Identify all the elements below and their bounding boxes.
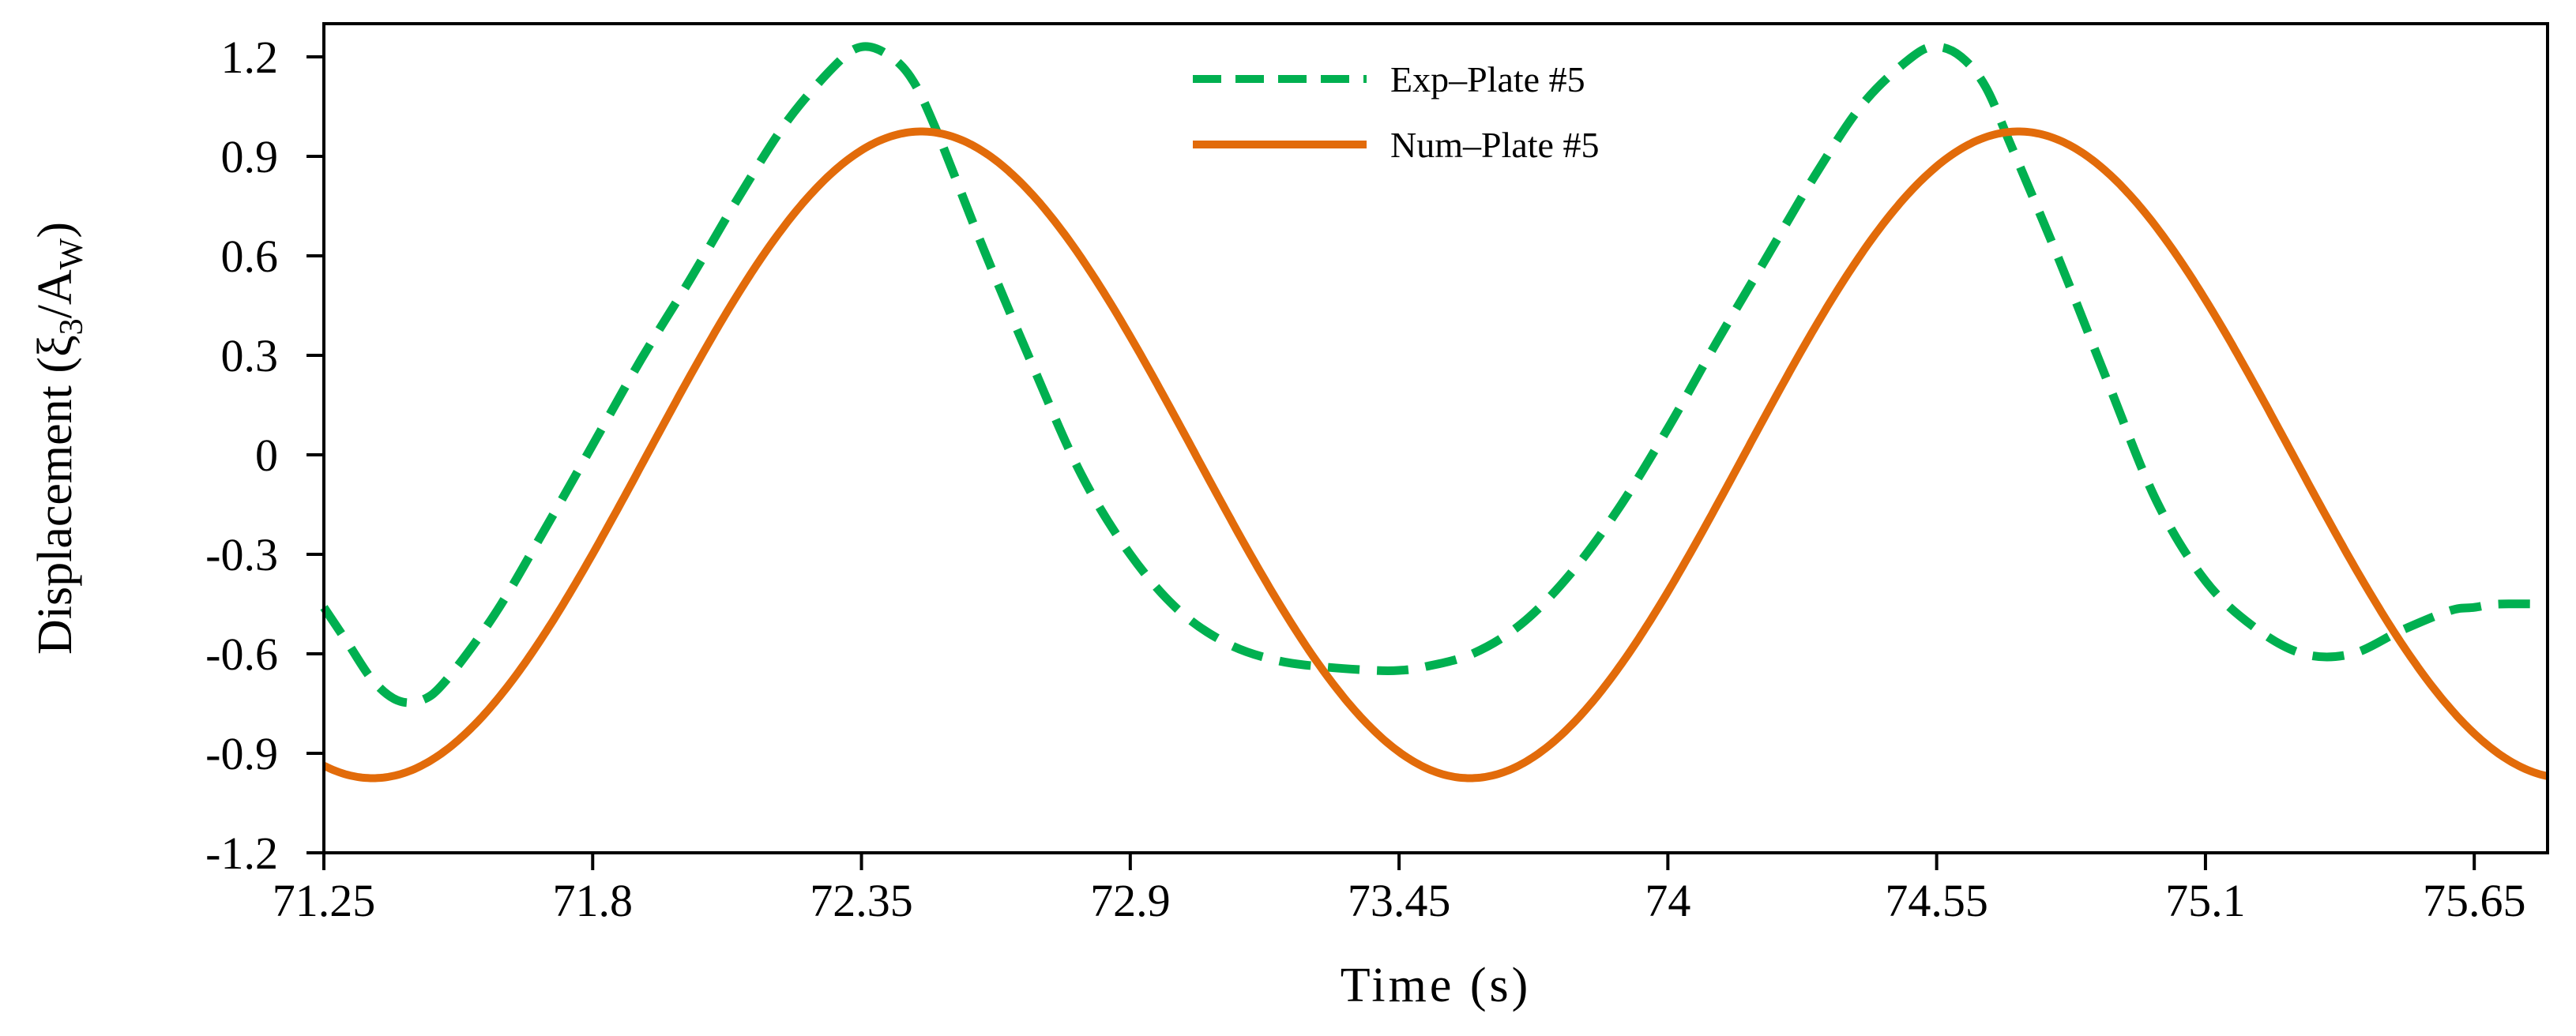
x-tick-label: 73.45 xyxy=(1348,875,1451,926)
legend-label-num: Num–Plate #5 xyxy=(1390,125,1599,165)
x-axis-title: Time (s) xyxy=(1341,959,1532,1012)
x-tick-label: 71.8 xyxy=(553,875,634,926)
y-tick-label: -0.3 xyxy=(205,529,278,580)
y-tick-label: -1.2 xyxy=(205,828,278,879)
x-tick-label: 75.65 xyxy=(2423,875,2526,926)
y-tick-label: 0.3 xyxy=(221,330,279,381)
ticks-layer: 1.2 0.9 0.6 0.3 0 -0.3 -0.6 -0.9 -1.271.25 71.8 72… xyxy=(205,32,2525,926)
y-axis-title: Displacement (ξ3/AW) xyxy=(28,222,90,655)
x-tick-label: 74.55 xyxy=(1885,875,1988,926)
y-tick-label: 0.6 xyxy=(221,231,279,282)
series-layer xyxy=(320,42,2548,783)
x-tick-label: 71.25 xyxy=(273,875,376,926)
x-tick-label: 75.1 xyxy=(2165,875,2246,926)
x-tick-label: 74 xyxy=(1645,875,1690,926)
y-tick-label: 1.2 xyxy=(221,32,279,83)
x-tick-label: 72.9 xyxy=(1090,875,1171,926)
legend: Exp–Plate #5 Num–Plate #5 xyxy=(1193,59,1599,165)
series-line-num xyxy=(322,127,2548,783)
y-tick-label: 0 xyxy=(255,430,278,481)
plot-frame xyxy=(322,22,2549,854)
legend-label-exp: Exp–Plate #5 xyxy=(1390,59,1585,99)
y-tick-label: -0.6 xyxy=(205,629,278,680)
x-tick-label: 72.35 xyxy=(810,875,913,926)
y-tick-label: 0.9 xyxy=(221,131,279,182)
y-tick-label: -0.9 xyxy=(205,728,278,779)
series-line-exp xyxy=(320,42,2548,708)
